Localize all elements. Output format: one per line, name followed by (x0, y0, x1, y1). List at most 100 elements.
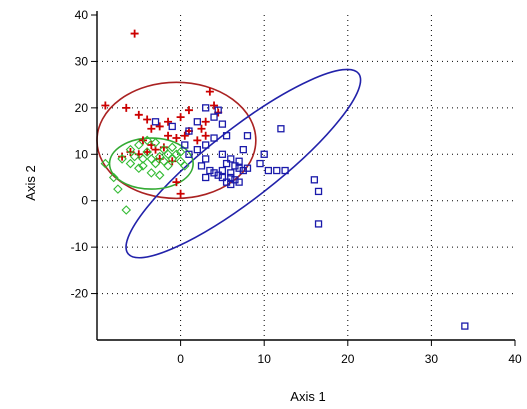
point-plus-7 (164, 117, 173, 126)
point-diamond-15 (171, 149, 182, 160)
point-plus-30 (164, 131, 173, 140)
point-diamond-29 (163, 149, 173, 160)
point-diamond-14 (167, 154, 178, 164)
point-diamond-27 (138, 161, 148, 171)
point-plus-20 (143, 147, 152, 156)
point-diamond-17 (180, 161, 190, 171)
point-square-44 (197, 162, 206, 170)
point-diamond-4 (117, 154, 127, 164)
point-square-11 (193, 145, 201, 154)
x-tick-label-0: 0 (177, 352, 184, 366)
point-plus-18 (159, 143, 168, 152)
point-square-18 (231, 162, 239, 170)
tick-labels: -20 -10 0 10 20 30 40 0 10 20 30 40 (71, 8, 522, 366)
point-plus-10 (205, 87, 214, 96)
point-square-19 (235, 164, 243, 172)
y-tick-label-6: 40 (75, 8, 89, 22)
point-square-12 (185, 150, 193, 158)
point-diamond-22 (159, 144, 169, 155)
point-diamond-2 (113, 184, 123, 194)
x-tick-label-4: 40 (508, 352, 522, 366)
point-diamond-10 (150, 158, 161, 169)
point-square-35 (264, 166, 273, 175)
point-diamond-1 (108, 172, 119, 183)
point-diamond-7 (138, 154, 148, 164)
point-diamond-11 (154, 151, 165, 162)
point-diamond-28 (175, 147, 186, 157)
x-tick-label-3: 30 (425, 352, 439, 366)
point-square-20 (239, 166, 247, 175)
point-square-3 (193, 118, 201, 126)
point-diamond-9 (146, 154, 157, 164)
point-plus-22 (126, 147, 135, 156)
point-plus-16 (180, 131, 189, 140)
point-square-15 (227, 155, 235, 163)
point-square-32 (243, 164, 252, 172)
point-plus-28 (193, 136, 202, 145)
point-square-10 (202, 141, 210, 149)
point-square-14 (218, 150, 227, 158)
point-plus-0 (130, 29, 139, 38)
point-diamond-21 (125, 144, 136, 155)
y-tick-label-0: -20 (71, 287, 89, 301)
point-square-27 (235, 178, 243, 186)
point-square-0 (151, 118, 160, 126)
point-diamond-3 (121, 205, 132, 215)
point-square-9 (210, 134, 218, 142)
point-square-25 (227, 173, 235, 182)
point-square-34 (260, 150, 268, 158)
point-square-30 (214, 171, 222, 179)
point-diamond-25 (154, 170, 165, 180)
x-tick-label-1: 10 (258, 352, 272, 366)
point-square-37 (281, 166, 289, 175)
point-square-23 (210, 169, 218, 177)
point-plus-9 (184, 106, 193, 115)
point-square-47 (202, 155, 210, 163)
point-square-17 (222, 159, 231, 168)
point-diamond-5 (125, 158, 136, 169)
y-tick-label-1: -10 (71, 240, 89, 254)
y-tick-label-3: 10 (75, 147, 89, 161)
point-square-24 (218, 173, 227, 182)
point-diamond-20 (150, 137, 161, 148)
point-plus-5 (147, 124, 156, 133)
point-square-41 (314, 220, 323, 228)
point-square-7 (218, 120, 227, 128)
point-square-46 (243, 132, 252, 140)
point-plus-1 (101, 101, 110, 110)
point-square-36 (273, 166, 281, 175)
point-square-21 (227, 169, 235, 177)
point-square-5 (210, 113, 218, 121)
point-square-26 (231, 176, 239, 184)
data-points (100, 29, 469, 330)
point-diamond-24 (146, 168, 157, 178)
point-plus-17 (172, 134, 181, 143)
point-diamond-23 (167, 142, 178, 153)
x-tick-label-2: 20 (341, 352, 355, 366)
point-square-45 (239, 145, 247, 154)
point-square-1 (168, 122, 176, 131)
point-square-28 (227, 180, 235, 189)
x-axis-label: Axis 1 (290, 389, 325, 404)
point-plus-4 (143, 115, 152, 124)
point-diamond-6 (134, 163, 144, 173)
grid-lines (97, 15, 515, 340)
point-diamond-12 (159, 156, 169, 167)
point-plus-11 (210, 101, 219, 110)
y-axis-label: Axis 2 (23, 165, 38, 200)
point-plus-27 (176, 189, 185, 198)
ellipse-1 (125, 68, 362, 259)
point-square-42 (461, 322, 469, 330)
point-diamond-18 (134, 140, 144, 150)
point-square-6 (214, 106, 222, 114)
point-diamond-26 (129, 151, 140, 162)
y-tick-label-5: 30 (75, 54, 89, 68)
point-diamond-19 (142, 135, 152, 146)
point-plus-3 (134, 110, 143, 119)
point-diamond-8 (142, 147, 152, 157)
point-square-39 (310, 176, 319, 184)
point-square-13 (181, 141, 189, 149)
